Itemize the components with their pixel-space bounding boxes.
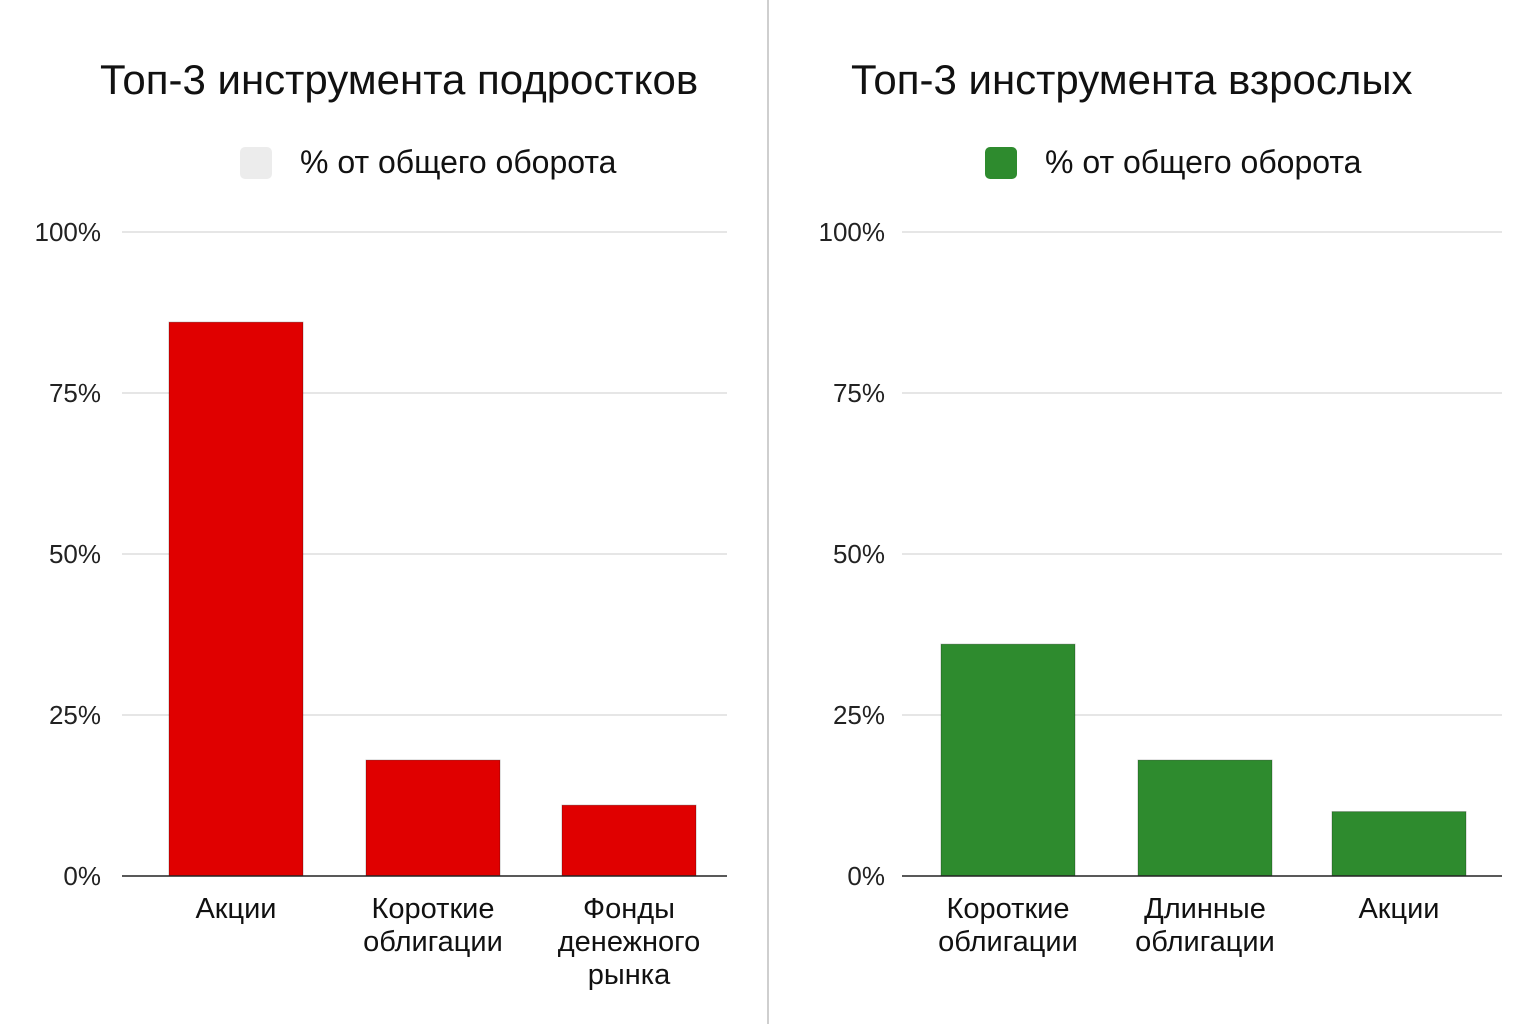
y-tick-label: 100% — [35, 217, 102, 247]
chart-title: Топ-3 инструмента подростков — [100, 56, 699, 103]
y-tick-label: 75% — [49, 378, 101, 408]
y-tick-label: 50% — [49, 539, 101, 569]
bar — [1331, 811, 1467, 877]
bar — [561, 804, 697, 877]
legend-swatch — [985, 146, 1017, 179]
y-tick-label: 50% — [833, 539, 885, 569]
y-tick-label: 25% — [49, 700, 101, 730]
y-tick-label: 0% — [847, 861, 885, 891]
y-tick-label: 100% — [819, 217, 886, 247]
bar — [940, 643, 1076, 877]
x-tick-label: Фонды денежного рынка — [558, 893, 700, 991]
legend-swatch — [240, 146, 272, 179]
bar — [1137, 759, 1273, 877]
y-tick-label: 0% — [63, 861, 101, 891]
chart-panel-adults: Топ-3 инструмента взрослых % от общего о… — [769, 0, 1536, 1024]
panel-divider — [767, 0, 769, 1024]
legend-label: % от общего оборота — [300, 144, 617, 180]
bar-chart-adults: 0% 25% 50% 75% 100% Короткие облигации Длинные о… — [819, 217, 1502, 958]
legend: % от общего оборота — [985, 144, 1361, 181]
bar — [168, 321, 304, 877]
x-tick-label: Короткие облигации — [363, 893, 503, 958]
y-tick-label: 75% — [833, 378, 885, 408]
x-tick-label: Короткие облигации — [938, 893, 1078, 958]
y-tick-label: 25% — [833, 700, 885, 730]
bar — [365, 759, 501, 877]
x-tick-label: Акции — [195, 893, 276, 925]
legend-label: % от общего оборота — [1045, 144, 1362, 180]
bar-chart-teens: 0% 25% 50% 75% 100% Акции Короткие облигации Фон… — [35, 217, 727, 991]
x-tick-label: Акции — [1358, 893, 1439, 925]
legend: % от общего оборота — [240, 144, 616, 181]
chart-panel-teens: Топ-3 инструмента подростков % от общего… — [35, 56, 727, 991]
x-tick-label: Длинные облигации — [1135, 893, 1275, 958]
chart-title: Топ-3 инструмента взрослых — [851, 56, 1413, 103]
